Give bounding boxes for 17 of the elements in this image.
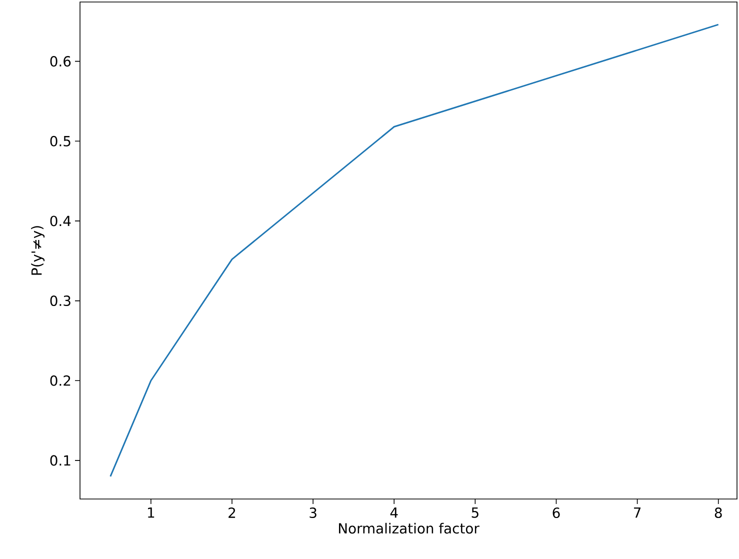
line-series: [110, 24, 720, 478]
x-tick-label: 1: [148, 508, 154, 518]
x-tick-label: 8: [714, 508, 722, 518]
x-tick-label: 6: [552, 508, 560, 518]
x-tick-label: 3: [310, 508, 316, 518]
x-axis-title: Normalization factor: [338, 522, 480, 534]
y-tick-label: 0.5: [50, 136, 70, 146]
x-tick-label: 5: [472, 508, 478, 518]
y-tick-label: 0.3: [50, 296, 70, 306]
x-tick-label: 7: [634, 508, 641, 518]
y-tick-label: 0.2: [50, 375, 70, 386]
y-tick-label: 0.6: [50, 56, 71, 67]
y-axis-title: P(y'≠y): [31, 226, 45, 275]
y-tick-label: 0.1: [50, 455, 70, 466]
x-tick-label: 2: [228, 508, 236, 518]
y-tick-label: 0.4: [50, 216, 71, 226]
x-tick-label: 4: [390, 508, 398, 518]
